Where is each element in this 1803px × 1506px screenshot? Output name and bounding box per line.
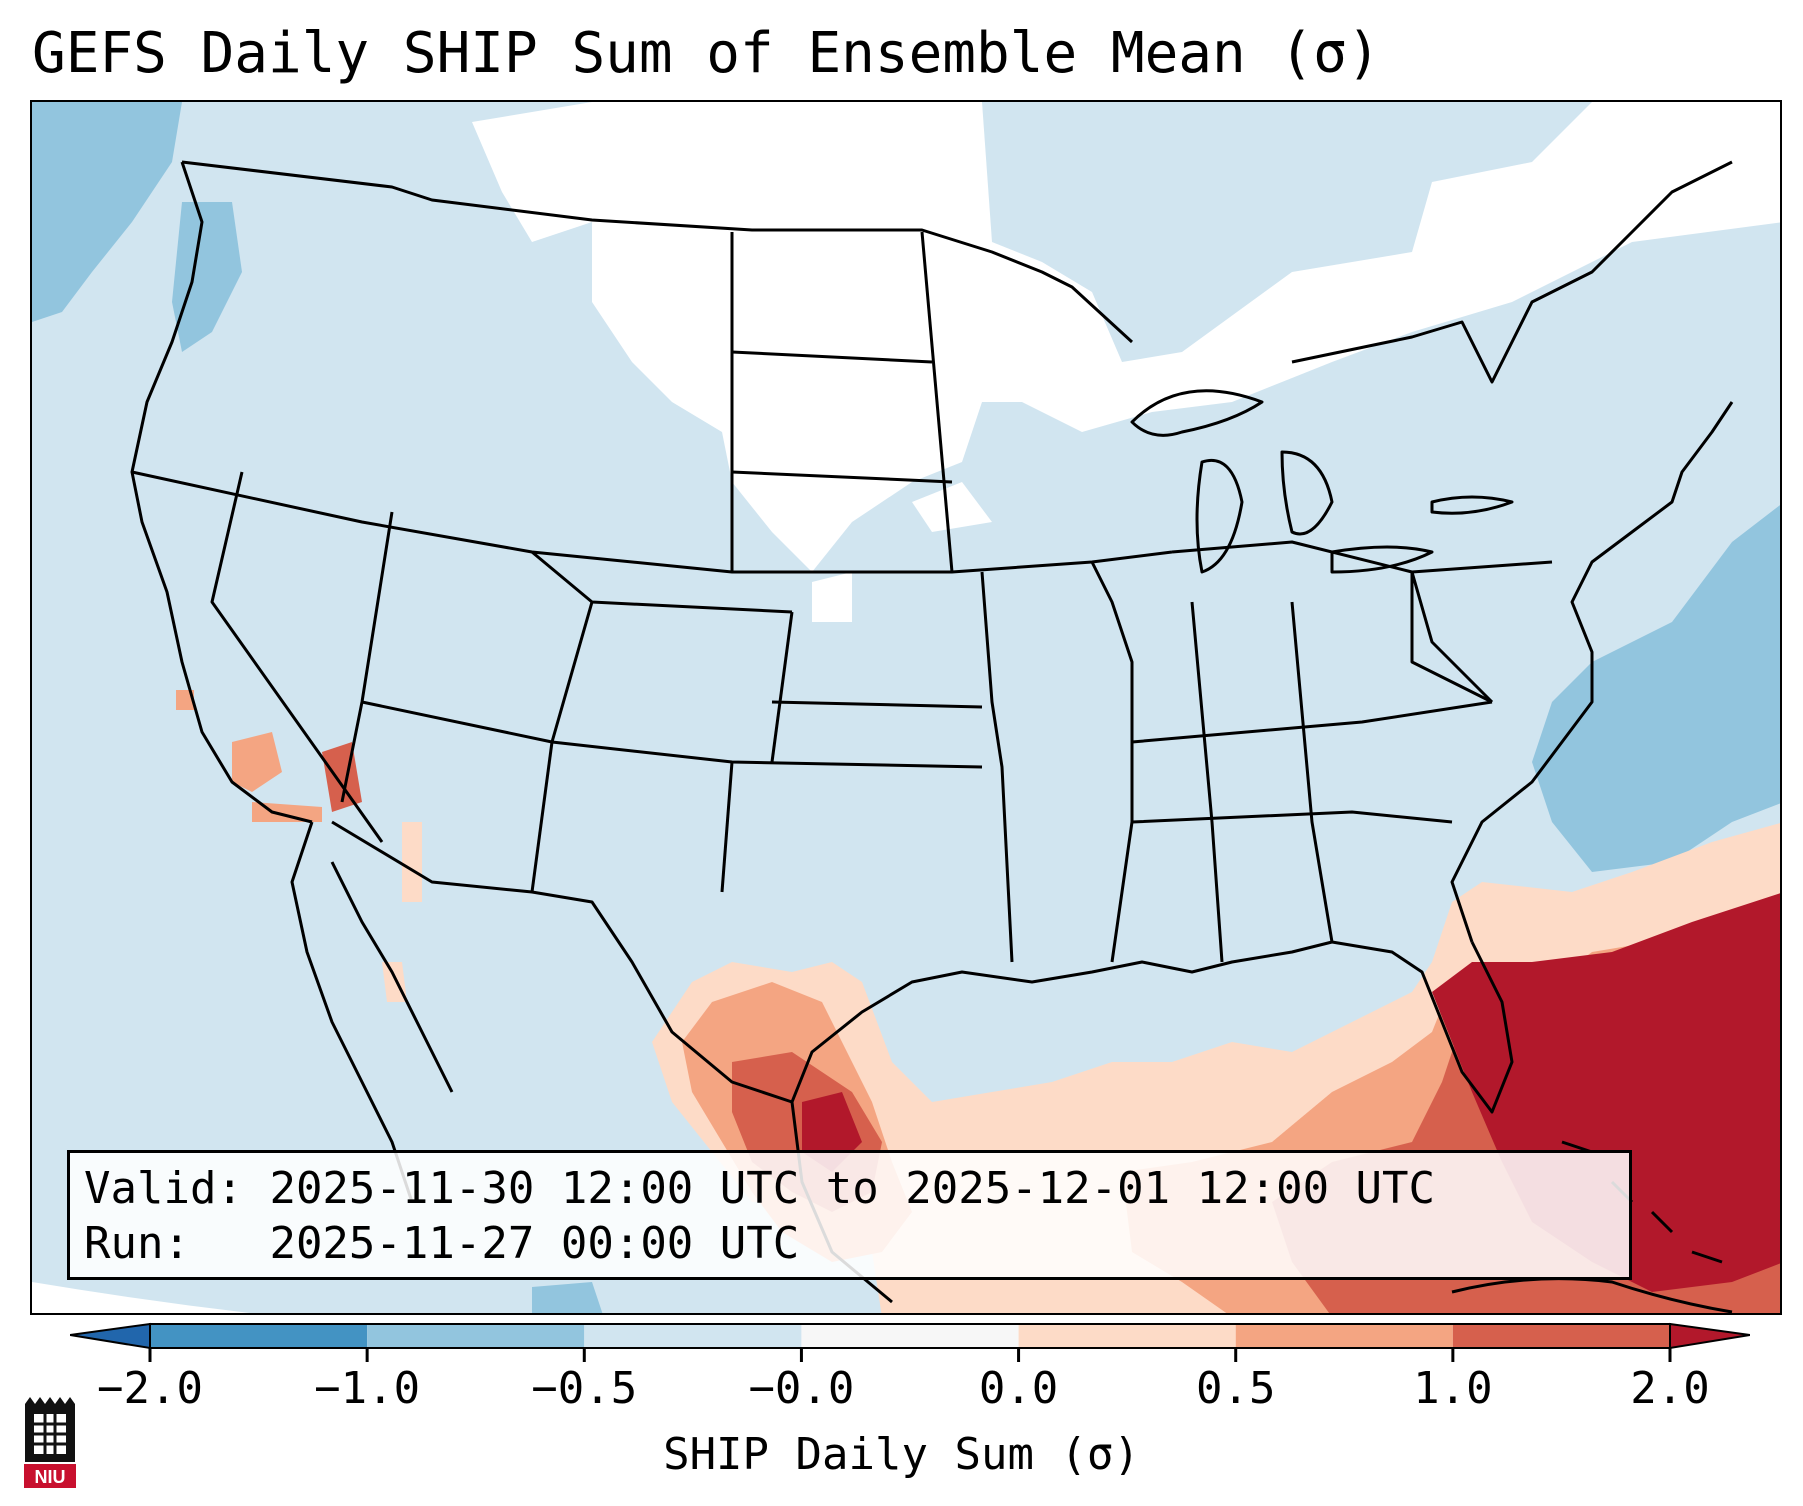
map-panel bbox=[30, 100, 1782, 1315]
baja-coastline bbox=[290, 821, 414, 1203]
valid-label: Valid: bbox=[84, 1163, 243, 1214]
sd-ne-border bbox=[731, 470, 953, 484]
negative-area-pacific bbox=[32, 102, 182, 322]
colorbar-label: SHIP Daily Sum (σ) bbox=[663, 1429, 1140, 1480]
neutral-area-north bbox=[592, 102, 1780, 572]
west-coastline bbox=[130, 161, 313, 824]
colorbar-tick-label: 0.0 bbox=[978, 1363, 1059, 1414]
us-canada-border-east bbox=[1291, 160, 1733, 384]
colorbar-bin-3 bbox=[801, 1324, 1019, 1348]
utah-co-border bbox=[550, 601, 594, 743]
lake-michigan bbox=[1195, 459, 1244, 574]
colorbar-tick-label: 1.0 bbox=[1413, 1363, 1493, 1414]
colorbar-bin-1 bbox=[367, 1324, 585, 1348]
neutral-patch-nebraska bbox=[812, 572, 852, 622]
oh-wv-border bbox=[1410, 571, 1494, 704]
colorbar-tick-label: 2.0 bbox=[1630, 1363, 1710, 1414]
colorbar-ticks bbox=[148, 1348, 1672, 1362]
lake-ontario bbox=[1430, 495, 1514, 515]
positive-patch-ca-2 bbox=[232, 732, 282, 792]
neutral-patch-montana bbox=[472, 102, 592, 242]
lake-erie bbox=[1330, 545, 1434, 574]
colorbar-bin-5 bbox=[1235, 1324, 1453, 1348]
colorbar-extend-low bbox=[70, 1322, 151, 1350]
gulf-coastline bbox=[790, 940, 1514, 1114]
cuba-coastline bbox=[1451, 1277, 1733, 1313]
colorbar-tick-label: 0.5 bbox=[1195, 1363, 1276, 1414]
state-line-36n bbox=[1131, 700, 1493, 744]
wy-co-border bbox=[531, 550, 793, 614]
neutral-patch-plains bbox=[912, 482, 992, 532]
logo-text: NIU bbox=[35, 1467, 66, 1487]
colorbar-bin-2 bbox=[584, 1324, 802, 1348]
nd-sd-border bbox=[731, 350, 933, 364]
positive-patch-ca-1 bbox=[176, 690, 194, 710]
us-mexico-border bbox=[331, 820, 793, 1104]
state-line-37n bbox=[361, 700, 983, 769]
colorbar-bin-4 bbox=[1018, 1324, 1236, 1348]
niu-logo: NIU bbox=[24, 1397, 76, 1488]
colorbar-tick-label: −2.0 bbox=[97, 1363, 203, 1414]
colorbar-tick-label: −1.0 bbox=[314, 1363, 421, 1414]
valid-range: 2025-11-30 12:00 UTC to 2025-12-01 12:00… bbox=[269, 1163, 1436, 1214]
plains-east-border bbox=[980, 571, 1014, 963]
colorbar-extend-high bbox=[1669, 1322, 1750, 1350]
positive-patch-az bbox=[402, 822, 422, 902]
ga-al-border bbox=[1290, 601, 1334, 943]
projection-edge-left bbox=[32, 1282, 250, 1313]
state-line-35n bbox=[1131, 810, 1453, 824]
map-canvas bbox=[32, 102, 1780, 1313]
colorbar-tick-label: −0.0 bbox=[748, 1363, 855, 1414]
az-nm-border bbox=[530, 741, 554, 893]
run-label: Run: bbox=[84, 1218, 190, 1269]
nd-mn-border bbox=[920, 231, 954, 573]
co-ks-border bbox=[770, 611, 794, 763]
info-box: Valid: 2025-11-30 12:00 UTC to 2025-12-0… bbox=[67, 1150, 1632, 1280]
colorbar bbox=[70, 1322, 1750, 1362]
ks-ok-border bbox=[771, 700, 983, 709]
east-coastline bbox=[1450, 401, 1734, 943]
al-ms-border bbox=[1190, 601, 1224, 963]
colorbar-bins bbox=[149, 1323, 1671, 1349]
state-line-41n bbox=[1171, 540, 1553, 574]
negative-area-atlantic bbox=[1532, 505, 1780, 872]
negative-area-washington-coast bbox=[172, 202, 242, 352]
mississippi-river-border bbox=[1090, 561, 1134, 963]
pa-border bbox=[1410, 572, 1493, 704]
run-time: 2025-11-27 00:00 UTC bbox=[269, 1218, 800, 1269]
negative-patch-pacific-south bbox=[532, 1282, 603, 1313]
colorbar-bin-0 bbox=[150, 1324, 368, 1348]
colorbar-tick-label: −0.5 bbox=[531, 1363, 638, 1414]
us-canada-border bbox=[181, 160, 1134, 344]
borders-layer bbox=[130, 160, 1734, 1313]
gulf-california-coast bbox=[330, 861, 454, 1093]
nm-tx-border bbox=[720, 761, 734, 893]
colorbar-bin-6 bbox=[1452, 1324, 1670, 1348]
lake-superior bbox=[1130, 389, 1264, 437]
positive-patch-ca-4 bbox=[252, 802, 322, 822]
map-title: GEFS Daily SHIP Sum of Ensemble Mean (σ) bbox=[32, 21, 1381, 86]
nevada-border bbox=[210, 471, 384, 843]
lake-huron bbox=[1280, 450, 1334, 536]
